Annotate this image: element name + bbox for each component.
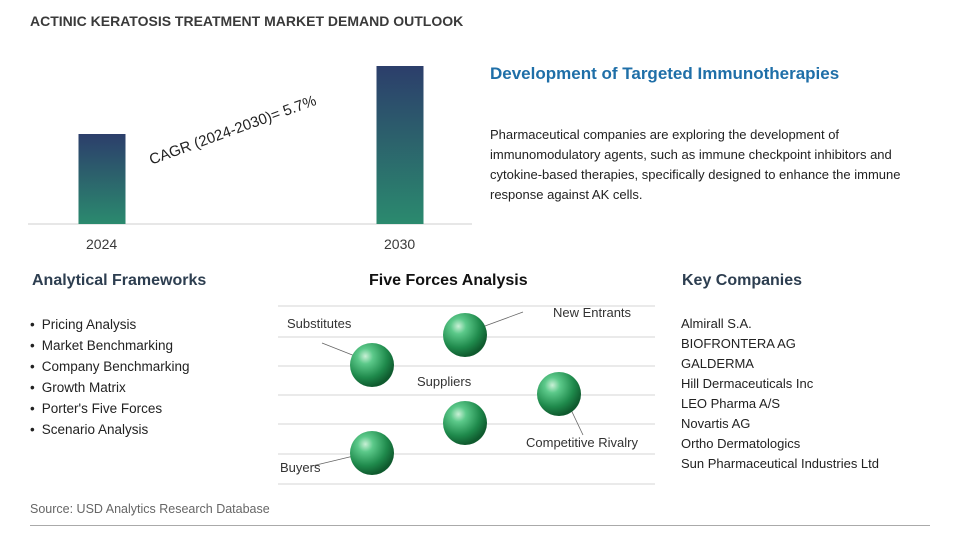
sphere-competitive-rivalry (537, 372, 581, 416)
sphere-substitutes (350, 343, 394, 387)
list-item: Porter's Five Forces (30, 398, 190, 419)
list-item: Market Benchmarking (30, 335, 190, 356)
list-item: Pricing Analysis (30, 314, 190, 335)
list-item: Hill Dermaceuticals Inc (681, 376, 814, 391)
sphere-buyers (350, 431, 394, 475)
list-item: Almirall S.A. (681, 316, 752, 331)
label-suppliers: Suppliers (417, 374, 472, 389)
five-forces-heading: Five Forces Analysis (369, 272, 528, 289)
list-item: Novartis AG (681, 416, 751, 431)
frameworks-heading: Analytical Frameworks (32, 272, 207, 289)
list-item: Ortho Dermatologics (681, 436, 801, 451)
bar-2024 (78, 134, 126, 224)
bar-2030 (376, 66, 424, 224)
sphere-suppliers (443, 401, 487, 445)
source-note: Source: USD Analytics Research Database (30, 502, 270, 516)
list-item: GALDERMA (681, 356, 754, 371)
label-substitutes: Substitutes (287, 316, 352, 331)
bottom-divider (30, 525, 930, 526)
page-title: ACTINIC KERATOSIS TREATMENT MARKET DEMAN… (30, 13, 464, 29)
label-buyers: Buyers (280, 460, 321, 475)
frameworks-list: Pricing Analysis Market Benchmarking Com… (30, 314, 190, 440)
sphere-new-entrants (443, 313, 487, 357)
companies-heading: Key Companies (682, 272, 803, 289)
label-competitive-rivalry: Competitive Rivalry (526, 435, 638, 450)
label-new-entrants: New Entrants (553, 305, 632, 320)
insight-title: Development of Targeted Immunotherapies (490, 64, 840, 83)
list-item: Scenario Analysis (30, 419, 190, 440)
list-item: Sun Pharmaceutical Industries Ltd (681, 456, 879, 471)
list-item: Company Benchmarking (30, 356, 190, 377)
companies-list: Almirall S.A. BIOFRONTERA AG GALDERMA Hi… (681, 314, 879, 474)
x-tick-2024: 2024 (86, 236, 118, 252)
x-tick-2030: 2030 (384, 236, 416, 252)
insight-body: Pharmaceutical companies are exploring t… (490, 127, 901, 202)
list-item: LEO Pharma A/S (681, 396, 780, 411)
list-item: BIOFRONTERA AG (681, 336, 796, 351)
list-item: Growth Matrix (30, 377, 190, 398)
